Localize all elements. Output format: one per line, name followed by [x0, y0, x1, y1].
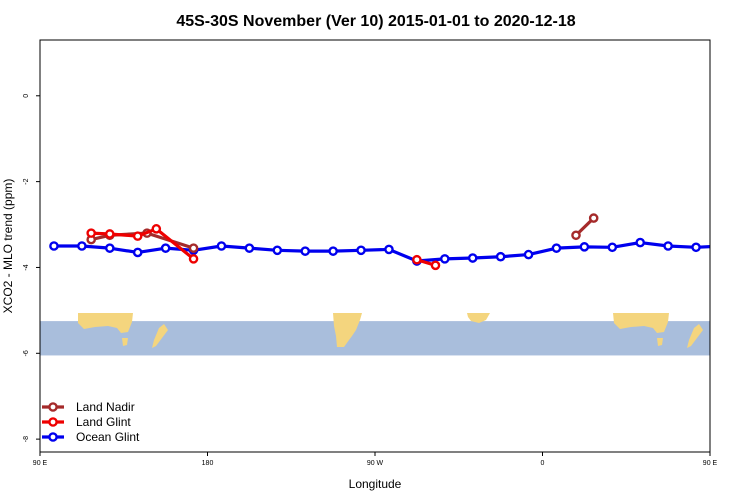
legend-swatch-marker: [48, 402, 58, 412]
land-nadir-point: [571, 230, 581, 241]
legend-item-land-glint: Land Glint: [42, 415, 131, 429]
land-glint-point: [86, 228, 96, 238]
x-axis: 90 E 180 90 W 0 90 E: [33, 452, 718, 467]
y-tick-label: -4: [23, 264, 30, 270]
ocean-glint-point: [523, 249, 534, 260]
map-ocean: [40, 321, 710, 356]
map-strip: [40, 313, 710, 356]
ocean-glint-point: [663, 241, 673, 251]
x-tick-label: 90 E: [703, 460, 718, 467]
ocean-glint-point: [49, 241, 59, 251]
land-tasmania-east: [657, 338, 663, 346]
land-new-zealand-east: [687, 324, 703, 348]
land-south-america: [333, 313, 362, 347]
y-axis: 0 -2 -4 -6 -8: [23, 94, 40, 442]
series-group: [49, 213, 727, 271]
ocean-glint-point: [77, 241, 87, 251]
ocean-glint-point: [272, 245, 283, 256]
legend-label: Land Nadir: [76, 400, 135, 414]
ocean-glint-point: [132, 247, 143, 258]
land-new-zealand-west: [152, 324, 168, 348]
land-south-africa: [467, 313, 490, 323]
legend-swatch-marker: [48, 417, 58, 427]
legend-swatch-marker: [48, 432, 58, 442]
chart-title: 45S-30S November (Ver 10) 2015-01-01 to …: [176, 13, 575, 30]
legend-item-ocean-glint: Ocean Glint: [42, 430, 140, 444]
series-layer: [49, 213, 727, 271]
y-tick-label: 0: [23, 94, 30, 98]
ocean-glint-point: [160, 243, 171, 253]
ocean-glint-point: [467, 253, 478, 263]
x-tick-label: 0: [541, 460, 545, 467]
y-tick-label: -6: [23, 350, 30, 356]
land-tasmania-west: [122, 338, 128, 346]
land-glint-point: [104, 229, 115, 239]
ocean-glint-point: [495, 251, 506, 262]
x-tick-label: 180: [202, 460, 214, 467]
land-australia-west: [78, 313, 133, 333]
ocean-glint-point: [356, 245, 366, 256]
ocean-glint-point: [579, 242, 590, 252]
land-glint-point: [132, 231, 143, 241]
x-tick-label: 90 W: [367, 460, 384, 467]
land-glint-point: [151, 224, 162, 234]
y-tick-label: -8: [23, 436, 30, 442]
land-nadir-point: [588, 213, 599, 223]
ocean-glint-point: [439, 254, 450, 264]
ocean-glint-point: [551, 243, 562, 253]
ocean-glint-point: [328, 246, 338, 256]
ocean-glint-line-0: [53, 240, 710, 263]
y-axis-label: XCO2 - MLO trend (ppm): [1, 179, 15, 314]
ocean-glint-point: [607, 242, 618, 253]
legend-item-land-nadir: Land Nadir: [42, 400, 135, 414]
ocean-glint-point: [244, 243, 255, 253]
ocean-glint-point: [635, 237, 646, 248]
land-nadir-point: [188, 243, 199, 253]
ocean-glint-point: [216, 241, 227, 251]
land-glint-point: [430, 260, 441, 271]
ocean-glint-point: [691, 242, 701, 253]
land-glint-point: [412, 254, 422, 265]
ocean-glint-point: [300, 246, 311, 256]
x-tick-label: 90 E: [33, 460, 48, 467]
land-australia-east: [613, 313, 669, 333]
ocean-glint-point: [720, 242, 727, 249]
ocean-glint-point: [384, 244, 394, 255]
legend-label: Ocean Glint: [76, 430, 140, 444]
ocean-glint-point: [104, 243, 115, 253]
x-axis-label: Longitude: [349, 477, 402, 491]
legend-label: Land Glint: [76, 415, 131, 429]
y-tick-label: -2: [23, 178, 30, 184]
land-glint-point: [188, 254, 199, 264]
